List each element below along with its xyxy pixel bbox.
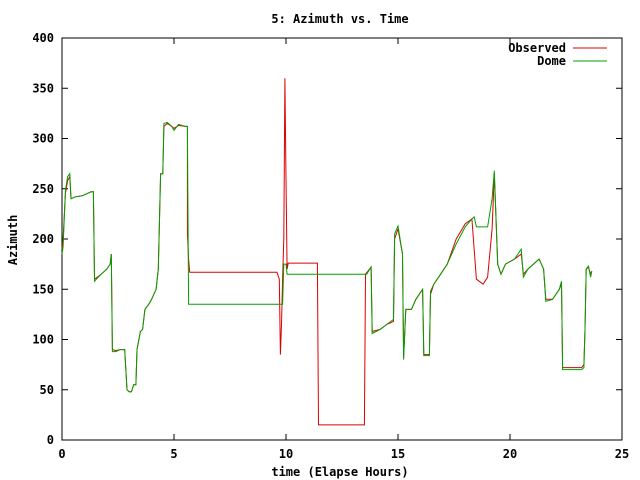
x-tick-label: 15 <box>391 447 405 461</box>
x-tick-label: 10 <box>279 447 293 461</box>
y-tick-label: 50 <box>40 383 54 397</box>
y-tick-label: 250 <box>32 182 54 196</box>
series-lines <box>61 78 593 426</box>
series-line-dome <box>61 121 593 393</box>
x-axis-label: time (Elapse Hours) <box>271 465 408 479</box>
legend-label-dome: Dome <box>537 54 566 68</box>
y-tick-label: 400 <box>32 31 54 45</box>
y-tick-label: 0 <box>47 433 54 447</box>
plot-frame <box>61 37 623 441</box>
x-tick-label: 5 <box>170 447 177 461</box>
x-tick-label: 25 <box>615 447 629 461</box>
x-axis: 0 5 10 15 20 25 <box>58 38 629 461</box>
x-tick-label: 0 <box>58 447 65 461</box>
series-line-observed <box>61 78 593 426</box>
x-tick-label: 20 <box>503 447 517 461</box>
y-axis-label: Azimuth <box>6 215 20 266</box>
y-tick-label: 300 <box>32 132 54 146</box>
y-tick-label: 100 <box>32 333 54 347</box>
chart-title: 5: Azimuth vs. Time <box>271 12 408 26</box>
y-tick-label: 350 <box>32 81 54 95</box>
y-tick-label: 200 <box>32 232 54 246</box>
y-axis: 0 50 100 150 200 250 300 350 400 <box>32 31 622 447</box>
legend-label-observed: Observed <box>508 41 566 55</box>
y-tick-label: 150 <box>32 282 54 296</box>
